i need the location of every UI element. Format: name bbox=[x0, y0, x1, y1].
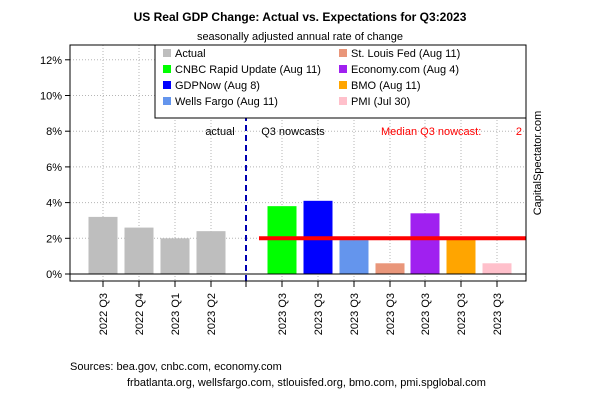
x-tick-label: 2023 Q3 bbox=[385, 293, 397, 335]
legend-label: CNBC Rapid Update (Aug 11) bbox=[175, 64, 321, 76]
x-tick-label: 2023 Q3 bbox=[313, 293, 325, 335]
legend-swatch bbox=[163, 49, 171, 57]
source-line-2: frbatlanta.org, wellsfargo.com, stlouisf… bbox=[127, 377, 486, 389]
bar: St. Louis Fed (Aug 11): 0.6% bbox=[375, 263, 405, 274]
x-tick-label: 2023 Q1 bbox=[170, 293, 182, 335]
bar: Wells Fargo (Aug 11): 1.9% bbox=[339, 240, 369, 274]
legend-label: GDPNow (Aug 8) bbox=[175, 80, 260, 92]
legend-label: BMO (Aug 11) bbox=[351, 80, 421, 92]
legend-item: Economy.com (Aug 4) bbox=[339, 64, 459, 76]
bar: Economy.com (Aug 4): 3.4% bbox=[410, 213, 440, 274]
legend-item: Actual bbox=[163, 48, 206, 60]
bar: BMO (Aug 11): 2% bbox=[446, 238, 476, 274]
legend-swatch bbox=[339, 65, 347, 73]
annotation-actual: actual bbox=[205, 126, 234, 138]
x-tick-label: 2022 Q4 bbox=[134, 293, 146, 335]
bar: Actual: 2.6% bbox=[124, 227, 154, 274]
x-tick-label: 2023 Q3 bbox=[349, 293, 361, 335]
x-tick-label: 2023 Q3 bbox=[492, 293, 504, 335]
legend-item: PMI (Jul 30) bbox=[339, 96, 410, 108]
y-tick-label: 2% bbox=[46, 233, 62, 245]
x-tick-label: 2023 Q3 bbox=[456, 293, 468, 335]
legend-item: BMO (Aug 11) bbox=[339, 80, 421, 92]
y-tick-label: 12% bbox=[40, 55, 62, 67]
legend-label: Actual bbox=[175, 48, 206, 60]
legend-item: CNBC Rapid Update (Aug 11) bbox=[163, 64, 321, 76]
legend-item: Wells Fargo (Aug 11) bbox=[163, 96, 278, 108]
y-tick-label: 4% bbox=[46, 198, 62, 210]
legend-label: PMI (Jul 30) bbox=[351, 96, 410, 108]
bar: Actual: 2% bbox=[160, 238, 190, 274]
legend-swatch bbox=[163, 81, 171, 89]
legend-label: St. Louis Fed (Aug 11) bbox=[351, 48, 460, 60]
chart-title: US Real GDP Change: Actual vs. Expectati… bbox=[134, 10, 467, 24]
legend-swatch bbox=[339, 49, 347, 57]
legend-item: St. Louis Fed (Aug 11) bbox=[339, 48, 460, 60]
x-axis: 2022 Q3 2022 Q4 2023 Q1 2023 Q2 2023 Q3 2023 … bbox=[98, 281, 504, 335]
chart-subtitle: seasonally adjusted annual rate of chang… bbox=[197, 31, 403, 43]
x-tick-label: 2022 Q3 bbox=[98, 293, 110, 335]
legend-swatch bbox=[339, 81, 347, 89]
annotation-nowcasts: Q3 nowcasts bbox=[261, 126, 325, 138]
y-tick-label: 6% bbox=[46, 162, 62, 174]
y-tick-label: 10% bbox=[40, 91, 62, 103]
side-watermark-label: CapitalSpectator.com bbox=[532, 111, 544, 216]
x-tick-label: 2023 Q3 bbox=[420, 293, 432, 335]
median-nowcast-value: 2 bbox=[516, 126, 522, 138]
legend-label: Economy.com (Aug 4) bbox=[351, 64, 459, 76]
legend-swatch bbox=[163, 65, 171, 73]
bar: PMI (Jul 30): 0.6% bbox=[482, 263, 512, 274]
median-nowcast-label: Median Q3 nowcast: bbox=[381, 126, 481, 138]
bar: Actual: 3.2% bbox=[88, 216, 118, 274]
legend-item: GDPNow (Aug 8) bbox=[163, 80, 260, 92]
legend-swatch bbox=[163, 97, 171, 105]
bar: Actual: 2.4% bbox=[196, 231, 226, 274]
legend-label: Wells Fargo (Aug 11) bbox=[175, 96, 278, 108]
source-line-1: Sources: bea.gov, cnbc.com, economy.com bbox=[70, 361, 282, 373]
x-tick-label: 2023 Q3 bbox=[277, 293, 289, 335]
legend: Actual CNBC Rapid Update (Aug 11) GDPNow (… bbox=[154, 44, 527, 119]
x-tick-label: 2023 Q2 bbox=[206, 293, 218, 335]
y-axis: 0% 2% 4% 6% 8% 10% 12% bbox=[40, 55, 70, 281]
y-tick-label: 8% bbox=[46, 126, 62, 138]
legend-swatch bbox=[339, 97, 347, 105]
y-tick-label: 0% bbox=[46, 269, 62, 281]
